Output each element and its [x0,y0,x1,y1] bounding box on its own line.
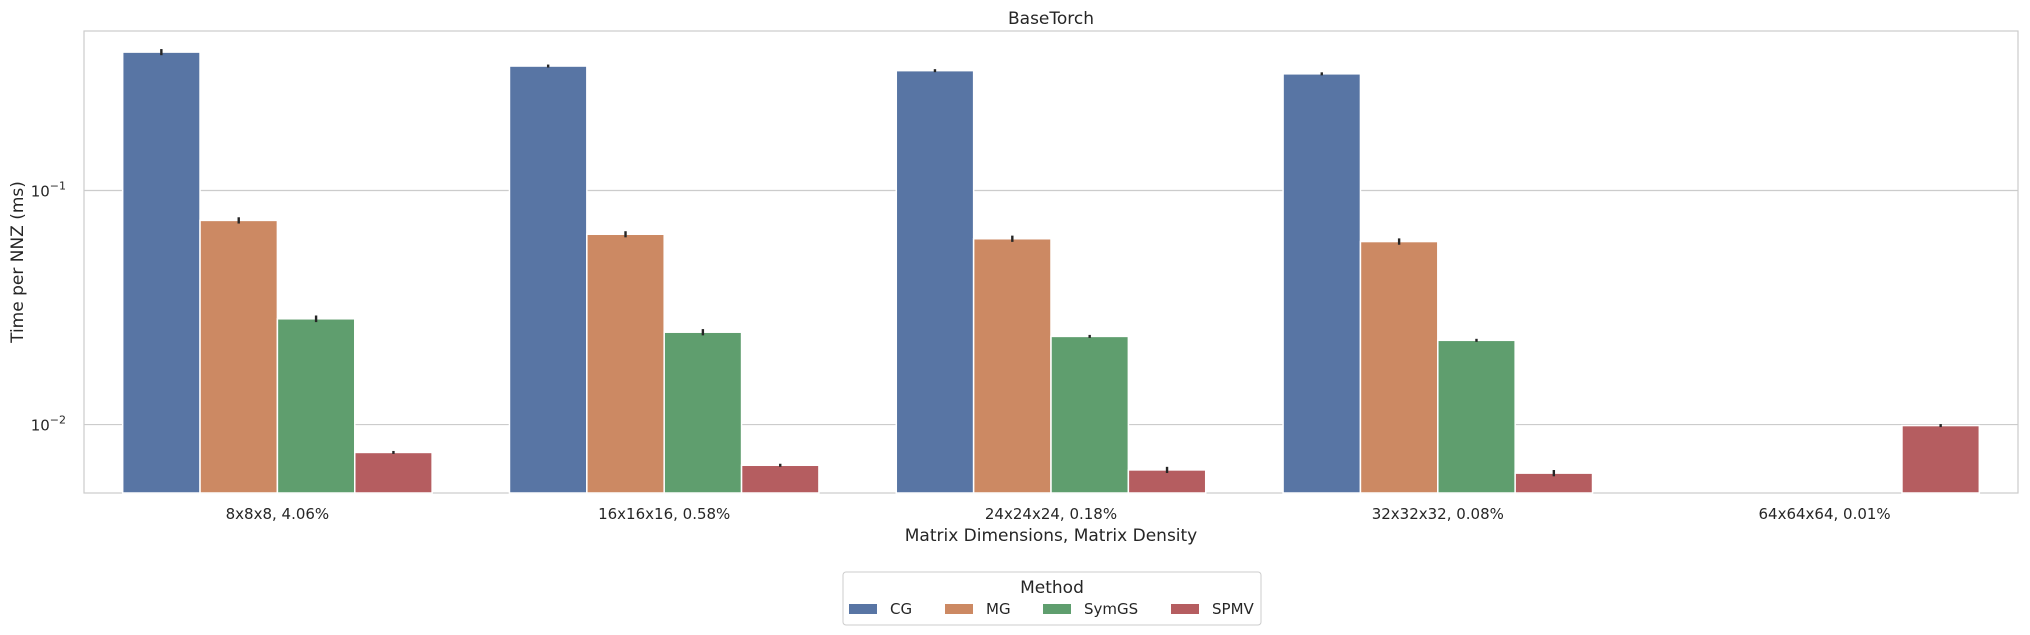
legend-swatch-cg [849,604,877,614]
bar-cg [895,69,975,494]
bar-mg [586,233,665,494]
legend: Method CG MG SymGS SPMV [842,571,1262,626]
bar-cg [1282,73,1362,494]
y-tick-label: 10−1 [31,179,66,200]
x-axis-label: Matrix Dimensions, Matrix Density [905,526,1198,546]
bar-cg [121,51,201,494]
bar-spmv [1901,424,1981,494]
bar-mg [199,219,279,494]
x-tick-label: 16x16x16, 0.58% [598,505,730,523]
legend-swatch-symgs [1043,604,1071,614]
bar-mg [972,237,1052,494]
legend-label-spmv: SPMV [1212,600,1255,618]
legend-label-symgs: SymGS [1084,600,1138,618]
bars [121,51,1981,494]
x-tick-label: 8x8x8, 4.06% [226,505,330,523]
y-tick-labels: 10−2 10−1 [31,179,66,434]
legend-label-mg: MG [986,600,1011,618]
chart-title: BaseTorch [1008,9,1094,29]
bar-spmv [740,464,820,494]
y-tick-label: 10−2 [31,414,66,435]
bar-symgs [663,331,743,494]
bar-spmv [354,451,433,494]
bar-mg [1359,240,1439,494]
x-tick-label: 32x32x32, 0.08% [1372,505,1504,523]
legend-swatch-mg [945,604,973,614]
x-tick-labels: 8x8x8, 4.06% 16x16x16, 0.58% 24x24x24, 0.1… [226,505,1891,523]
legend-label-cg: CG [890,600,912,618]
legend-title: Method [1020,578,1084,598]
bar-symgs [1050,335,1130,494]
bar-symgs [1437,339,1516,494]
bar-cg [508,65,588,494]
y-axis-label: Time per NNZ (ms) [8,181,28,344]
legend-swatch-spmv [1171,604,1199,614]
x-tick-label: 24x24x24, 0.18% [985,505,1117,523]
x-tick-label: 64x64x64, 0.01% [1758,505,1890,523]
error-bars [160,49,1942,477]
bar-spmv [1127,469,1207,494]
bar-symgs [276,318,356,494]
